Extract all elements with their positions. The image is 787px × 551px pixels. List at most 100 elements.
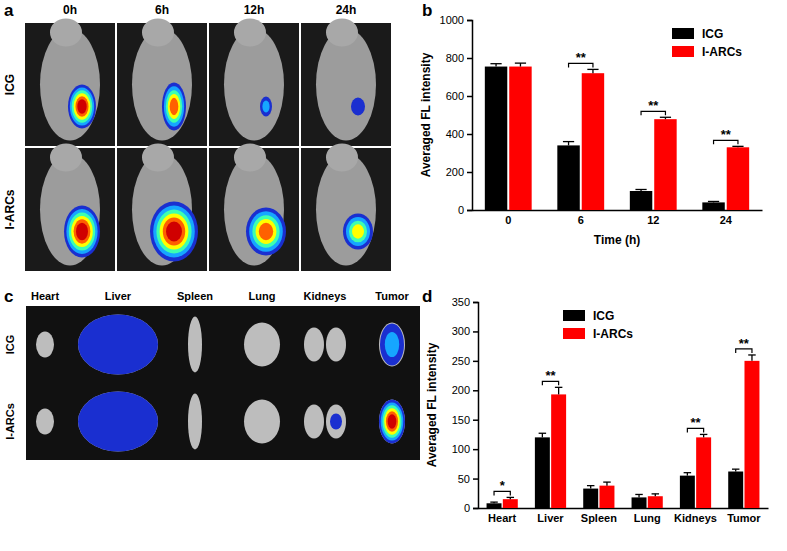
bar (744, 361, 759, 508)
bar (582, 73, 604, 210)
y-tick: 200 (452, 384, 478, 396)
error-bar (555, 387, 562, 394)
bar (728, 472, 743, 508)
x-axis-line (479, 508, 769, 510)
x-tick: 24 (720, 210, 733, 226)
mouse-head (50, 19, 82, 47)
fluorescence-spot (78, 392, 158, 452)
error-bar (700, 434, 707, 437)
legend: ICGI-ARCs (563, 309, 633, 341)
y-tick-label: 250 (452, 355, 470, 367)
y-tick-mark (473, 361, 478, 363)
fluorescence-spot (68, 85, 96, 129)
y-tick-label: 600 (446, 90, 464, 102)
bar (632, 497, 647, 508)
error-bar (635, 189, 646, 191)
column-label: Spleen (177, 290, 213, 302)
significance-label: ** (545, 368, 556, 383)
panel-label: a (4, 1, 14, 20)
bar (702, 202, 724, 210)
organ (78, 392, 158, 452)
y-tick-mark (467, 172, 472, 174)
legend-label: ICG (593, 309, 614, 323)
y-tick-mark (473, 508, 478, 510)
x-tick-label: Spleen (581, 512, 617, 524)
fluorescence-spot (153, 206, 195, 258)
y-tick-label: 200 (446, 166, 464, 178)
fluorescence-spot (78, 315, 158, 375)
bar (551, 394, 566, 508)
fluorescence-spot (349, 221, 367, 243)
bar (648, 496, 663, 508)
organ (304, 328, 324, 362)
x-tick: 0 (505, 210, 511, 226)
plot-marks (485, 63, 749, 210)
organ (379, 323, 405, 367)
y-tick-label: 800 (446, 52, 464, 64)
bar (630, 191, 652, 210)
fluorescence-spot (75, 96, 88, 117)
organ (36, 332, 54, 358)
y-tick: 0 (458, 204, 472, 216)
significance-label: ** (690, 415, 701, 430)
fluorescence-spot (262, 101, 269, 113)
y-tick-label: 350 (452, 296, 470, 308)
fluorescence-spot (379, 400, 405, 444)
fluorescence-spot (386, 411, 398, 432)
legend: ICGI-ARCs (672, 27, 742, 59)
organ (188, 317, 202, 373)
bar (599, 486, 614, 508)
fluorescence-spot (252, 215, 279, 248)
mouse-head (50, 144, 82, 172)
x-tick: Lung (634, 508, 661, 524)
fluorescence-spot (382, 405, 401, 437)
bar (509, 67, 531, 210)
y-tick: 250 (452, 355, 478, 367)
error-bar (587, 69, 598, 73)
error-bar (515, 63, 526, 66)
column-label: Kidneys (304, 290, 347, 302)
fluorescence-spot (163, 218, 185, 246)
y-tick-mark (467, 134, 472, 136)
error-bar (587, 486, 594, 489)
panel-label: d (422, 287, 432, 306)
bar (583, 489, 598, 508)
y-axis: 0 50 100 150 200 250 300 350 (452, 296, 479, 514)
fluorescence-spot (256, 219, 277, 244)
x-axis-title: Time (h) (594, 233, 640, 247)
x-tick-label: 24 (720, 214, 733, 226)
organ (326, 405, 346, 439)
x-tick: Heart (488, 508, 516, 524)
error-bar (660, 117, 671, 119)
significance-label: * (500, 478, 506, 493)
y-axis-line (473, 303, 479, 509)
y-axis-title: Averaged FL intensity (419, 52, 433, 177)
y-tick-mark (473, 331, 478, 333)
y-tick-label: 400 (446, 128, 464, 140)
y-tick-label: 300 (452, 325, 470, 337)
y-tick-mark (467, 210, 472, 212)
fluorescence-spot (168, 94, 180, 119)
x-tick-label: 12 (647, 214, 659, 226)
error-bar (748, 355, 755, 361)
significance-label: ** (648, 98, 659, 113)
y-tick-label: 0 (464, 502, 470, 514)
row-label: I-ARCs (4, 403, 16, 440)
fluorescence-spot (74, 219, 91, 243)
mouse-head (234, 144, 266, 172)
fluorescence-spot (150, 202, 198, 262)
fluorescence-spot (166, 222, 182, 242)
significance-label: ** (576, 50, 587, 65)
error-bar-cap (515, 62, 526, 63)
fluorescence-spot (77, 99, 86, 114)
y-tick: 100 (452, 443, 478, 455)
y-tick: 50 (458, 473, 478, 485)
bar (680, 476, 695, 508)
error-bar (490, 502, 497, 503)
significance-label: ** (739, 336, 750, 351)
fluorescence-spot (71, 216, 93, 247)
x-tick: 6 (578, 210, 584, 226)
y-tick: 150 (452, 414, 478, 426)
error-bar-cap (684, 472, 691, 473)
error-bar (539, 433, 546, 437)
